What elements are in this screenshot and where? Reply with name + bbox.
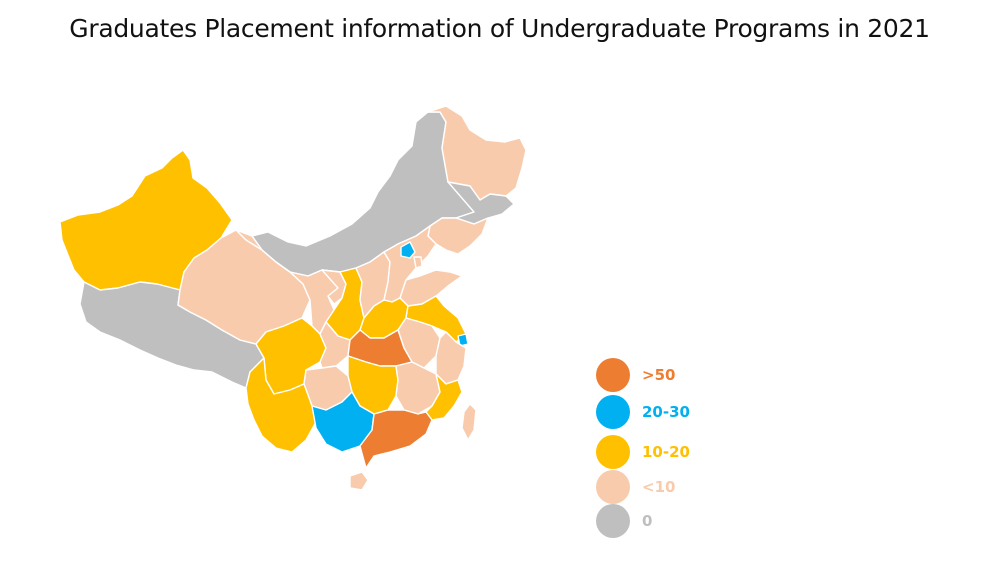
region-hainan <box>349 471 369 491</box>
legend-item: 20-30 <box>596 395 736 429</box>
legend-item: 0 <box>596 504 736 538</box>
region-guangdong <box>359 409 433 469</box>
region-fujian <box>425 373 463 421</box>
region-shanghai <box>457 333 469 347</box>
legend-label: 10-20 <box>642 443 690 461</box>
legend-label: 0 <box>642 512 653 530</box>
region-heilongjiang <box>427 105 527 201</box>
legend-swatch <box>596 504 630 538</box>
legend-label: <10 <box>642 478 676 496</box>
legend-item: >50 <box>596 358 736 392</box>
region-taiwan <box>461 403 477 441</box>
legend-label: >50 <box>642 366 676 384</box>
region-zhejiang <box>435 331 467 385</box>
legend-swatch <box>596 435 630 469</box>
legend-label: 20-30 <box>642 403 690 421</box>
region-liaoning <box>427 217 489 255</box>
legend-swatch <box>596 358 630 392</box>
region-beijing <box>400 241 416 259</box>
legend-item: <10 <box>596 470 736 504</box>
region-chongqing <box>319 321 351 369</box>
legend-item: 10-20 <box>596 435 736 469</box>
legend-swatch <box>596 395 630 429</box>
region-tianjin <box>413 256 423 269</box>
map-title: Graduates Placement information of Under… <box>69 14 930 43</box>
legend-swatch <box>596 470 630 504</box>
